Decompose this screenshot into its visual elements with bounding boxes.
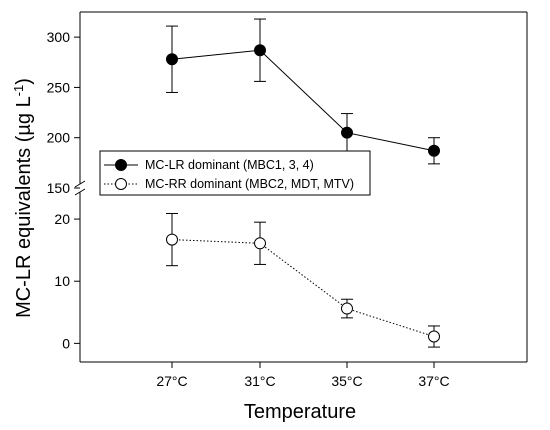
series-line bbox=[171, 239, 435, 337]
y-tick-label: 250 bbox=[47, 79, 71, 95]
x-tick-label: 35°C bbox=[331, 373, 362, 389]
series-layer bbox=[166, 18, 440, 348]
series-mc-rr bbox=[166, 212, 440, 348]
data-point bbox=[341, 126, 353, 139]
plot-frame bbox=[74, 11, 528, 363]
data-point bbox=[166, 53, 178, 66]
lower-y-axis: 0 10 20 bbox=[54, 211, 80, 351]
axis-break-mark bbox=[74, 180, 86, 188]
y-tick-label: 20 bbox=[54, 211, 70, 227]
y-tick-label: 300 bbox=[47, 29, 71, 45]
y-tick-label: 10 bbox=[54, 273, 70, 289]
x-axis-title: Temperature bbox=[244, 401, 356, 423]
y-axis-title-superscript: -1 bbox=[11, 85, 26, 97]
legend-label-mc-rr: MC-RR dominant (MBC2, MDT, MTV) bbox=[145, 177, 354, 191]
data-point bbox=[166, 233, 178, 246]
series-mc-lr bbox=[166, 18, 440, 165]
axis-break-mark bbox=[74, 188, 86, 196]
legend-marker-mc-lr bbox=[115, 159, 127, 171]
data-point bbox=[341, 302, 353, 315]
legend: MC-LR dominant (MBC1, 3, 4) MC-RR domina… bbox=[99, 150, 371, 196]
x-tick-label: 37°C bbox=[418, 373, 449, 389]
upper-y-axis: 150 200 250 300 bbox=[47, 29, 80, 196]
series-line bbox=[171, 49, 435, 152]
legend-box bbox=[99, 150, 371, 196]
x-tick-label: 27°C bbox=[156, 373, 187, 389]
data-point bbox=[254, 237, 266, 250]
y-tick-label: 200 bbox=[47, 130, 71, 146]
y-axis-title: MC-LR equivalents (µg L-1) bbox=[11, 78, 35, 318]
x-axis: 27°C 31°C 35°C 37°C bbox=[156, 362, 450, 389]
legend-label-mc-lr: MC-LR dominant (MBC1, 3, 4) bbox=[145, 158, 314, 172]
y-tick-label: 0 bbox=[62, 335, 70, 351]
x-tick-label: 31°C bbox=[244, 373, 275, 389]
legend-marker-mc-rr bbox=[115, 178, 127, 190]
y-tick-label: 150 bbox=[47, 180, 71, 196]
data-point bbox=[254, 44, 266, 57]
data-point bbox=[428, 144, 440, 157]
data-point bbox=[428, 330, 440, 343]
